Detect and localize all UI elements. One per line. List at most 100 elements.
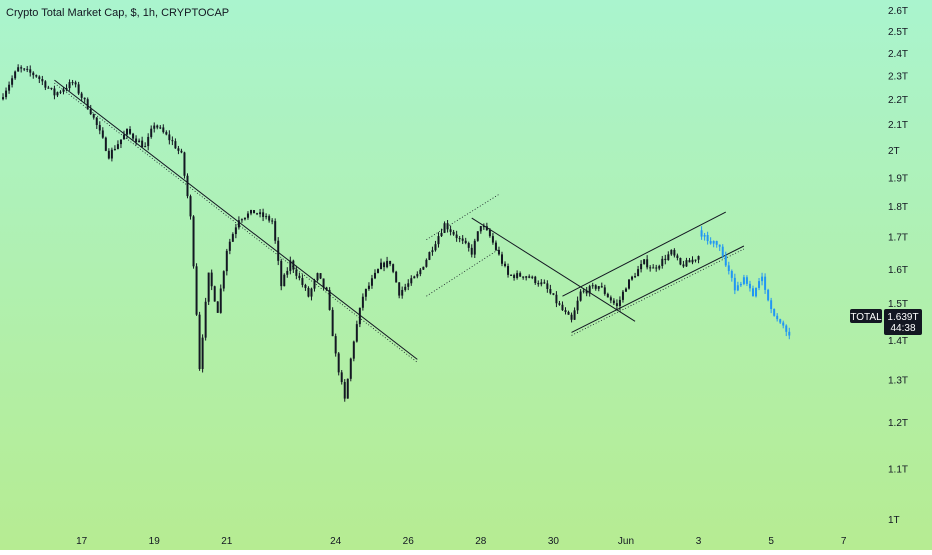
x-tick-label: 28 <box>475 536 487 547</box>
candle <box>615 299 618 311</box>
candle <box>334 333 337 357</box>
candle <box>488 228 491 238</box>
x-tick-label: 3 <box>696 536 702 547</box>
candle <box>679 257 682 266</box>
projection-candle <box>755 287 758 298</box>
candle <box>688 257 691 263</box>
candle <box>386 256 389 269</box>
candle <box>507 263 510 278</box>
trendline <box>471 217 636 322</box>
candle <box>449 225 452 236</box>
projection-candle <box>706 231 709 245</box>
candle <box>83 97 86 103</box>
projection-candle <box>700 226 703 240</box>
candle <box>219 284 222 314</box>
candle <box>685 257 688 267</box>
y-tick-label: 2.1T <box>888 120 908 131</box>
y-tick-label: 1.7T <box>888 233 908 244</box>
candle <box>609 295 612 304</box>
candle <box>95 117 98 129</box>
candle <box>398 282 401 299</box>
candle <box>373 269 376 280</box>
projection-candle <box>745 275 748 287</box>
candle <box>228 238 231 255</box>
trendline <box>426 194 500 241</box>
candle <box>150 125 153 139</box>
candle <box>8 81 11 94</box>
candle <box>603 284 606 296</box>
candle <box>389 260 392 267</box>
projection-candle <box>733 273 736 295</box>
candle <box>452 229 455 236</box>
candle <box>588 284 591 297</box>
candle <box>358 307 361 328</box>
candle <box>265 213 268 220</box>
candle <box>237 216 240 230</box>
candle <box>29 65 32 77</box>
y-tick-label: 1.8T <box>888 202 908 213</box>
candle <box>56 91 59 98</box>
candle <box>292 259 295 274</box>
candle <box>434 240 437 252</box>
candle <box>500 251 503 267</box>
candle <box>558 300 561 306</box>
candle <box>579 289 582 302</box>
candle <box>98 121 101 135</box>
trendlines <box>54 79 745 363</box>
candle <box>646 255 649 270</box>
candle <box>352 340 355 362</box>
candle <box>640 260 643 273</box>
candle <box>346 378 349 399</box>
y-tick-label: 2.6T <box>888 6 908 17</box>
y-tick-label: 2.2T <box>888 95 908 106</box>
candle <box>377 268 380 274</box>
candle <box>395 270 398 283</box>
candle <box>370 274 373 289</box>
projection-candle <box>727 261 730 275</box>
candle <box>268 214 271 223</box>
trendline <box>562 211 727 297</box>
candle <box>618 296 621 311</box>
candle <box>147 133 150 151</box>
candle <box>213 285 216 302</box>
x-tick-label: 21 <box>221 536 233 547</box>
candle <box>655 264 658 272</box>
candle <box>643 259 646 265</box>
candle <box>431 246 434 256</box>
x-tick-label: 17 <box>76 536 88 547</box>
projection-candle <box>779 318 782 324</box>
x-tick-label: 5 <box>768 536 774 547</box>
projection-candle <box>703 232 706 241</box>
candle <box>225 248 228 276</box>
candle <box>694 259 697 263</box>
candle <box>416 271 419 279</box>
candle <box>364 288 367 301</box>
candle <box>319 273 322 280</box>
candle <box>243 217 246 221</box>
candle <box>162 124 165 134</box>
candlesticks <box>2 64 700 402</box>
candle <box>392 263 395 274</box>
y-tick-label: 1.4T <box>888 336 908 347</box>
y-tick-label: 1.2T <box>888 418 908 429</box>
price-badge <box>884 309 922 335</box>
candle <box>470 244 473 258</box>
projection-candle <box>712 240 715 248</box>
candle <box>649 265 652 272</box>
candle <box>591 282 594 289</box>
candle <box>104 136 107 152</box>
candle <box>606 292 609 298</box>
bar-countdown: 44:38 <box>890 323 915 334</box>
candle <box>313 278 316 292</box>
candle <box>522 276 525 280</box>
candle <box>331 307 334 337</box>
candle <box>628 279 631 290</box>
candle <box>301 274 304 288</box>
x-tick-label: 19 <box>149 536 161 547</box>
candle <box>343 379 346 402</box>
candle <box>537 280 540 287</box>
candle <box>419 268 422 277</box>
projection-candle <box>767 288 770 302</box>
